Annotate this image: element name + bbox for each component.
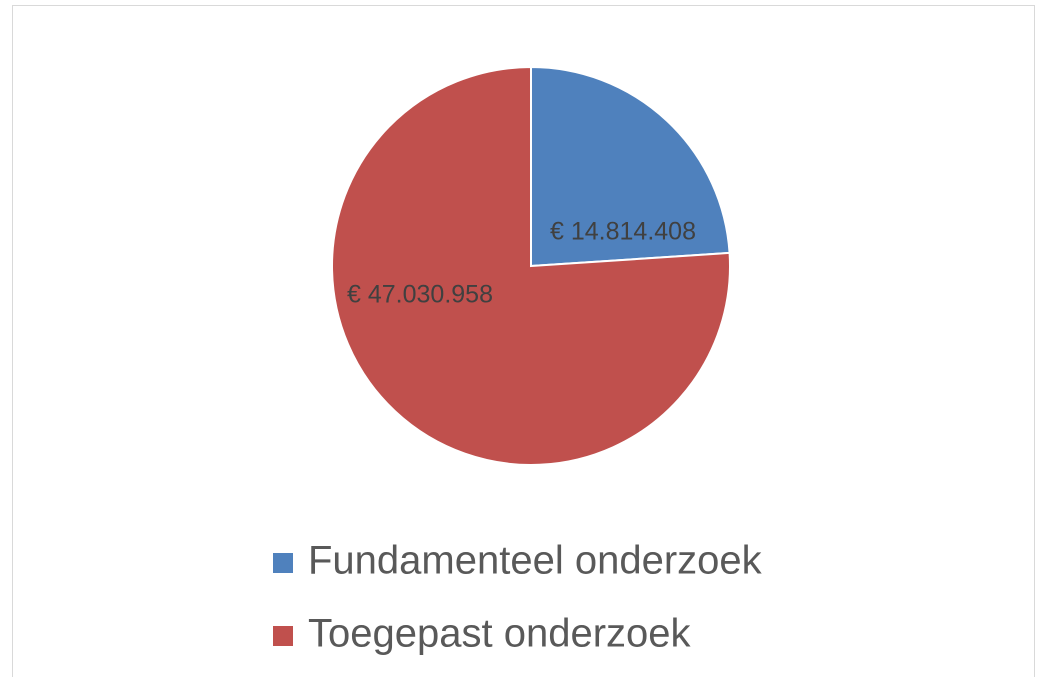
legend-swatch [273, 626, 293, 646]
chart-frame [12, 5, 1035, 677]
pie-slice [530, 65, 731, 268]
legend-label: Toegepast onderzoek [308, 612, 692, 656]
legend-label: Fundamenteel onderzoek [308, 539, 763, 583]
data-label: € 47.030.958 [347, 281, 493, 309]
data-label: € 14.814.408 [550, 218, 696, 246]
legend-swatch [273, 553, 293, 573]
pie-slice [331, 65, 731, 466]
